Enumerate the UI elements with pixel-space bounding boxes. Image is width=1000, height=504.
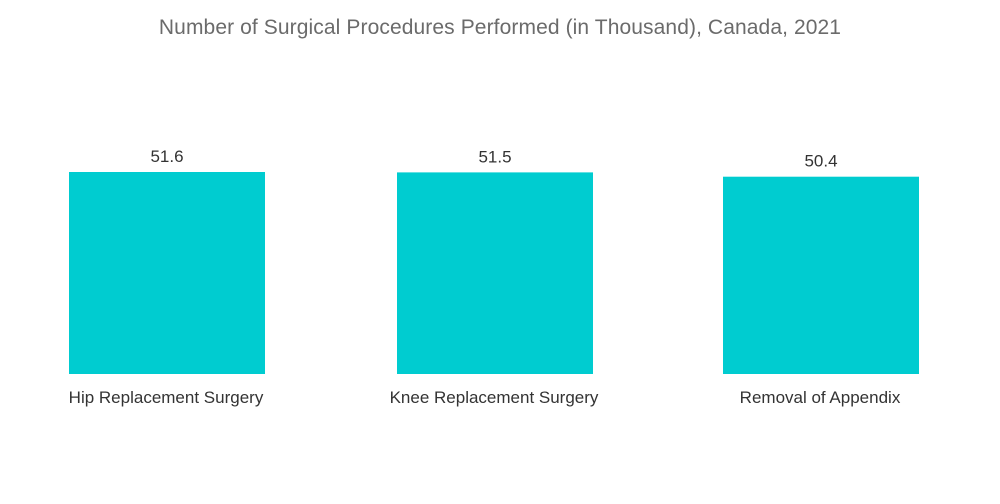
bar-3 [723, 176, 919, 374]
bar-value-label-3: 50.4 [804, 152, 837, 171]
category-label-2: Knee Replacement Surgery [390, 388, 599, 407]
bar-2 [397, 172, 593, 374]
bar-value-label-2: 51.5 [478, 147, 511, 166]
bar-1 [69, 172, 265, 374]
category-label-1: Hip Replacement Surgery [69, 388, 264, 407]
chart-title: Number of Surgical Procedures Performed … [158, 16, 842, 39]
bar-value-label-1: 51.6 [150, 147, 183, 166]
category-label-3: Removal of Appendix [740, 388, 901, 407]
